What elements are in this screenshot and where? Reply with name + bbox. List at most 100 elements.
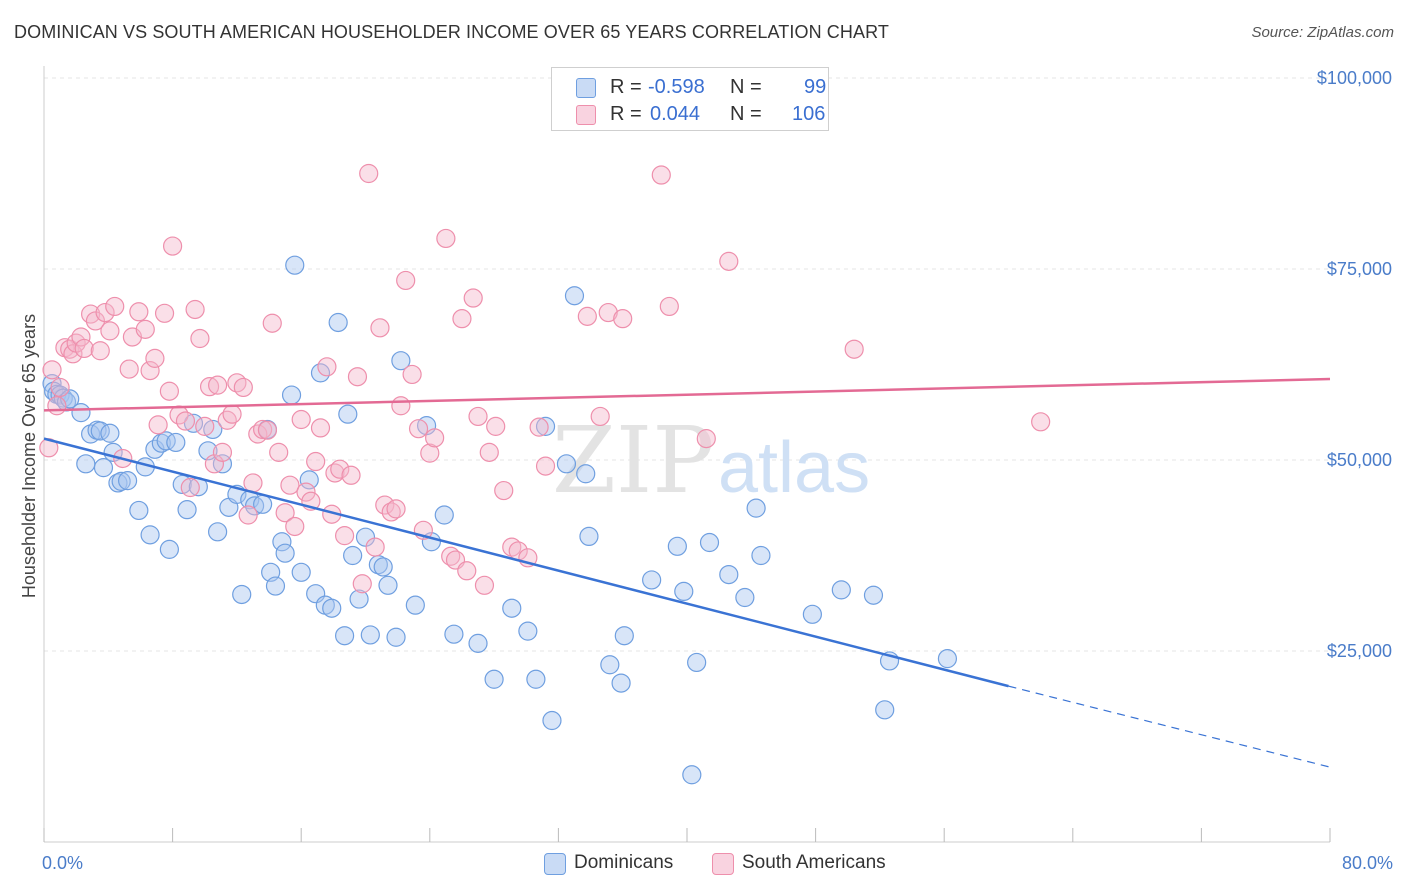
data-points: [39, 72, 1051, 785]
data-point: [81, 304, 101, 324]
data-point: [208, 375, 228, 395]
legend-swatch-dominicans: [576, 78, 596, 98]
data-point: [111, 471, 131, 491]
data-point: [180, 477, 200, 498]
watermark-zip: ZIP: [552, 407, 714, 514]
data-point: [208, 522, 228, 542]
data-point: [590, 406, 610, 427]
data-point: [436, 228, 456, 249]
legend-n-value: 106: [792, 103, 826, 125]
data-point: [100, 321, 120, 341]
data-point: [535, 456, 556, 476]
data-point: [719, 251, 739, 271]
data-point: [238, 505, 258, 525]
data-point: [343, 545, 363, 566]
data-point: [1031, 412, 1051, 432]
data-point: [598, 302, 618, 323]
data-point: [71, 403, 91, 423]
data-point: [494, 480, 514, 501]
data-point: [674, 581, 694, 602]
y-tick-label: $75,000: [1327, 259, 1392, 279]
data-point: [556, 454, 577, 474]
data-point: [479, 442, 499, 462]
data-point: [204, 454, 224, 474]
data-point: [484, 669, 504, 689]
data-point: [105, 296, 125, 317]
data-point: [444, 624, 464, 644]
data-point: [47, 396, 67, 416]
data-point: [667, 536, 687, 556]
data-point: [140, 525, 160, 545]
legend-n-label: N =: [730, 103, 762, 125]
data-point: [275, 503, 295, 523]
data-point: [579, 526, 599, 547]
data-point: [154, 303, 175, 323]
trend-lines: [43, 377, 1331, 768]
data-point: [63, 344, 83, 364]
data-point: [93, 458, 114, 478]
stats-legend: R = -0.598 N = 99 R = 0.044 N = 106: [551, 67, 829, 131]
data-point: [391, 351, 411, 371]
data-point: [338, 404, 358, 424]
data-point: [74, 338, 94, 359]
data-point: [502, 598, 522, 618]
data-point: [262, 313, 282, 333]
grid: [44, 77, 1330, 652]
legend-swatch-dominicans: [544, 853, 566, 875]
y-tick-label: $25,000: [1327, 641, 1392, 661]
data-point: [190, 328, 210, 349]
data-point: [434, 505, 454, 525]
data-point: [360, 625, 380, 645]
data-point: [310, 418, 331, 438]
y-tick-label: $100,000: [1317, 68, 1392, 88]
data-point: [281, 385, 302, 405]
data-point: [163, 236, 183, 256]
data-point: [212, 454, 233, 474]
data-point: [285, 516, 305, 537]
data-point: [129, 302, 149, 322]
legend-swatch-south-americans: [576, 105, 596, 125]
data-point: [359, 163, 379, 184]
axes: [43, 66, 1331, 843]
data-point: [844, 339, 864, 359]
data-point: [386, 499, 406, 519]
data-point: [600, 655, 620, 675]
data-point: [322, 598, 342, 618]
data-point: [76, 454, 96, 474]
data-point: [682, 765, 702, 785]
data-point: [159, 381, 179, 401]
data-point: [642, 570, 662, 590]
data-point: [370, 318, 390, 338]
data-point: [863, 585, 884, 605]
data-point: [257, 420, 278, 440]
data-point: [696, 429, 716, 449]
data-point: [265, 576, 286, 596]
data-point: [212, 442, 233, 462]
data-point: [651, 165, 671, 185]
data-point: [330, 459, 350, 479]
data-point: [577, 306, 597, 326]
data-point: [317, 357, 337, 377]
data-point: [452, 309, 472, 329]
data-point: [156, 431, 176, 451]
data-point: [140, 361, 160, 381]
data-point: [529, 417, 549, 437]
data-point: [95, 302, 115, 323]
legend-label-dominicans: Dominicans: [574, 852, 674, 873]
data-point: [526, 669, 546, 689]
data-point: [291, 409, 311, 430]
legend-r-value: -0.598: [648, 76, 705, 98]
data-point: [183, 413, 204, 433]
data-point: [335, 526, 355, 546]
legend-swatch-south-americans: [712, 853, 734, 875]
data-point: [177, 500, 197, 520]
data-point: [349, 589, 369, 609]
data-point: [542, 710, 562, 731]
data-point: [117, 471, 138, 491]
data-point: [119, 359, 139, 379]
source-label: Source: ZipAtlas.com: [1251, 24, 1394, 41]
data-point: [129, 500, 149, 521]
data-point: [463, 288, 483, 308]
data-point: [328, 312, 348, 333]
